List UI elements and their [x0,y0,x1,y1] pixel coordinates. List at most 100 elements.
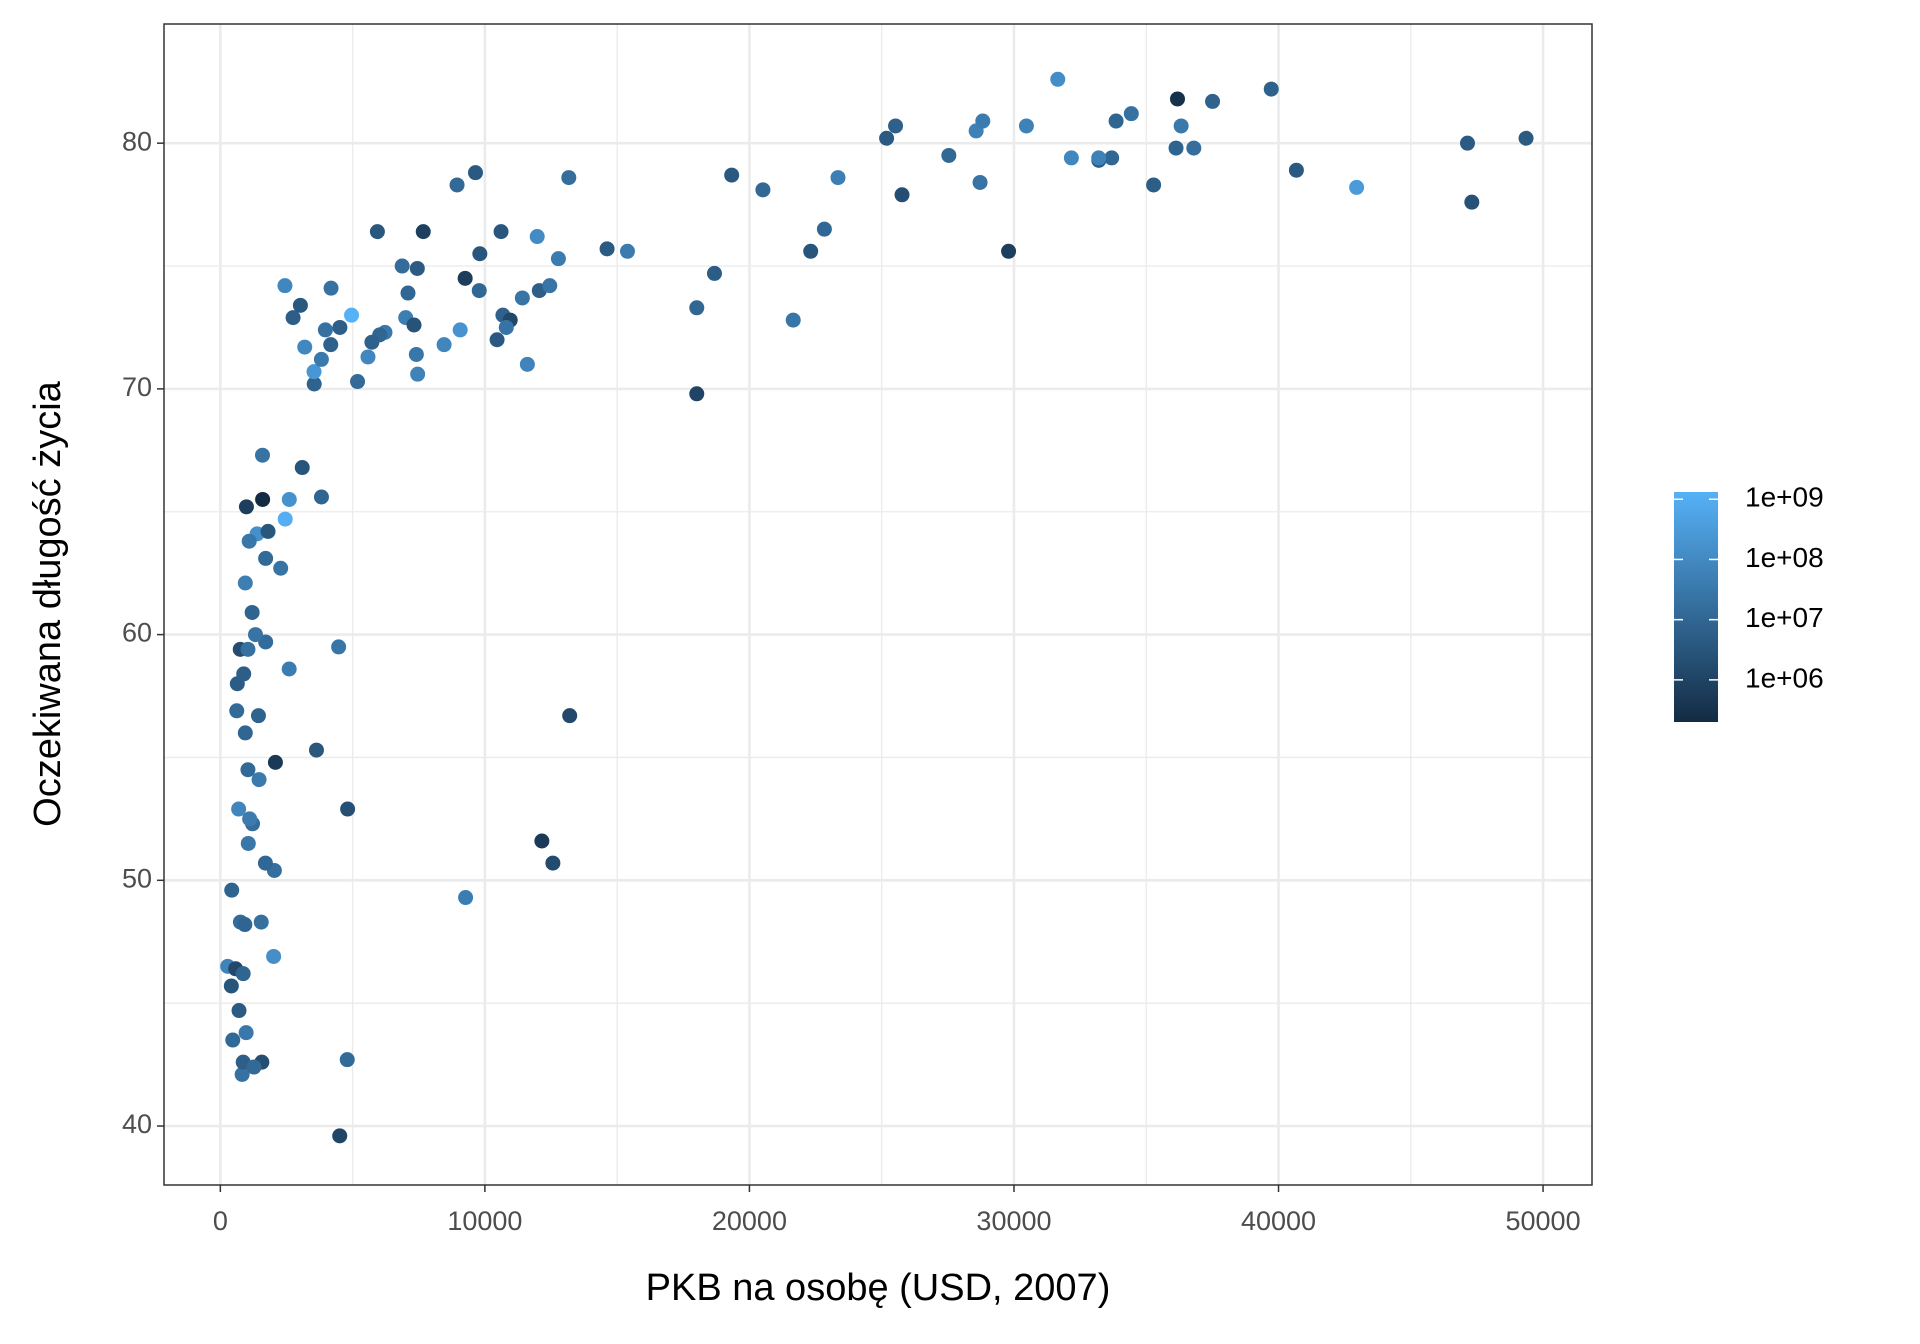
point [599,241,615,257]
y-tick-label: 40 [122,1109,152,1139]
y-tick-label: 50 [122,863,152,893]
point [471,283,487,299]
point [1108,113,1124,129]
point [234,1066,250,1082]
point [238,499,254,515]
point [237,917,253,933]
point [244,604,260,620]
y-tick-label: 70 [122,372,152,402]
x-tick-label: 30000 [976,1206,1051,1236]
point [689,386,705,402]
point [240,762,256,778]
point [317,322,333,338]
points [220,71,1534,1144]
point [297,339,313,355]
point [260,523,276,539]
point [1063,150,1079,166]
point [292,297,308,313]
point [1168,140,1184,156]
point [467,165,483,181]
point [369,224,385,240]
point [224,882,240,898]
point [241,533,257,549]
point [331,639,347,655]
point [1186,140,1202,156]
point [251,772,267,788]
point [972,174,988,190]
grid [164,24,1592,1185]
point [1123,106,1139,122]
colorbar [1674,492,1718,722]
point [449,177,465,193]
point [240,835,256,851]
point [519,356,535,372]
point [323,280,339,296]
point [1104,150,1120,166]
point [238,1025,254,1041]
point [273,560,289,576]
point [689,300,705,316]
x-axis-title: PKB na osobę (USD, 2007) [646,1267,1111,1309]
point [313,351,329,367]
point [306,364,322,380]
point [277,511,293,527]
point [1001,243,1017,259]
point [340,801,356,817]
point [1169,91,1185,107]
point [458,890,474,906]
point [257,855,273,871]
point [394,258,410,274]
point [229,703,245,719]
point [975,113,991,129]
point [253,914,269,930]
panel-border [163,23,1593,1186]
point [237,725,253,741]
x-tick-label: 40000 [1241,1206,1316,1236]
point [1263,81,1279,97]
point [236,666,252,682]
point [619,243,635,259]
point [225,1032,241,1048]
point [498,319,514,335]
y-tick-label: 60 [122,618,152,648]
colorbar-label: 1e+08 [1745,542,1824,573]
x-tick-label: 0 [213,1206,228,1236]
point [247,627,263,643]
point [285,310,301,326]
point [1173,118,1189,134]
point [231,801,247,817]
point [277,278,293,294]
point [514,290,530,306]
point [231,1003,247,1019]
point [561,170,577,186]
point [529,229,545,245]
point [323,337,339,353]
point [562,708,578,724]
point [1091,150,1107,166]
point [1146,177,1162,193]
point [237,575,253,591]
point [400,285,416,301]
point [542,278,558,294]
point [339,1052,355,1068]
point [360,349,376,365]
point [308,742,324,758]
point [755,182,771,198]
point [1288,162,1304,178]
point [306,376,322,392]
point [254,447,270,463]
point [879,130,895,146]
point [1518,130,1534,146]
point [240,641,256,657]
point [894,187,910,203]
point [816,221,832,237]
x-tick-label: 50000 [1506,1206,1581,1236]
point [267,754,283,770]
point [313,489,329,505]
point [242,811,258,827]
point [246,1059,262,1075]
point [706,265,722,281]
point [364,334,380,350]
